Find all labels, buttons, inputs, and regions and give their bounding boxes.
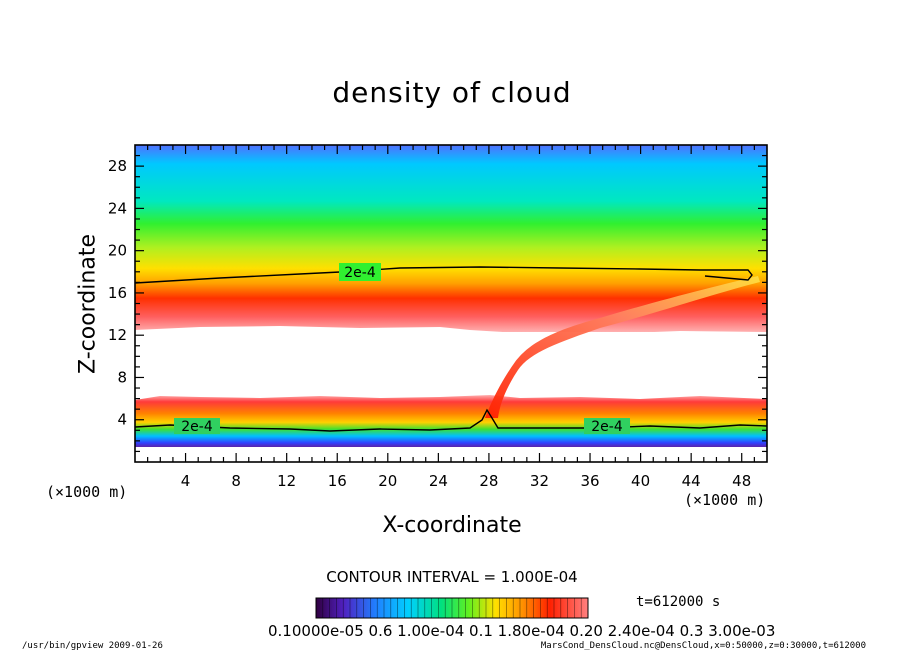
x-axis-unit: (×1000 m) xyxy=(684,491,766,509)
contour-label-lower-left: 2e-4 xyxy=(181,419,213,435)
x-tick-label: 48 xyxy=(732,472,751,490)
footer-program: /usr/bin/gpview 2009-01-26 xyxy=(22,641,163,651)
x-tick-label: 24 xyxy=(429,472,448,490)
footer-source: MarsCond_DensCloud.nc@DensCloud,x=0:5000… xyxy=(540,641,866,651)
x-tick-label: 4 xyxy=(181,472,191,490)
chart-title: density of cloud xyxy=(332,76,572,109)
surface-layer xyxy=(135,447,767,462)
x-tick-label: 40 xyxy=(631,472,650,490)
x-tick-label: 16 xyxy=(328,472,347,490)
y-tick-label: 28 xyxy=(108,157,127,175)
colorbar-labels: 0.10000e-05 0.6 1.00e-04 0.1 1.80e-04 0.… xyxy=(268,622,776,640)
y-tick-label: 8 xyxy=(117,368,127,386)
x-tick-label: 12 xyxy=(277,472,296,490)
lower-band-top-edge xyxy=(135,395,767,452)
colorbar-divisions xyxy=(322,598,582,618)
x-tick-label: 44 xyxy=(682,472,701,490)
y-tick-label: 16 xyxy=(108,284,127,302)
y-tick-label: 24 xyxy=(108,199,127,217)
y-tick-label: 20 xyxy=(108,242,127,260)
contour-label-lower-right: 2e-4 xyxy=(591,419,623,435)
x-tick-label: 20 xyxy=(378,472,397,490)
contour-upper xyxy=(134,266,753,284)
x-tick-label: 36 xyxy=(580,472,599,490)
contour-label-upper: 2e-4 xyxy=(344,265,376,281)
y-axis-unit: (×1000 m) xyxy=(46,483,128,501)
x-tick-label: 28 xyxy=(479,472,498,490)
x-axis-label: X-coordinate xyxy=(382,513,522,538)
y-tick-label: 4 xyxy=(117,411,127,429)
cloud-free-region xyxy=(135,338,767,398)
y-tick-label: 12 xyxy=(108,326,127,344)
y-axis-label: Z-coordinate xyxy=(75,234,101,374)
x-tick-label: 8 xyxy=(231,472,241,490)
time-label: t=612000 s xyxy=(636,594,721,610)
plume xyxy=(485,276,760,418)
x-tick-label: 32 xyxy=(530,472,549,490)
contour-interval-text: CONTOUR INTERVAL = 1.000E-04 xyxy=(326,568,578,586)
contour-lower xyxy=(134,408,768,432)
